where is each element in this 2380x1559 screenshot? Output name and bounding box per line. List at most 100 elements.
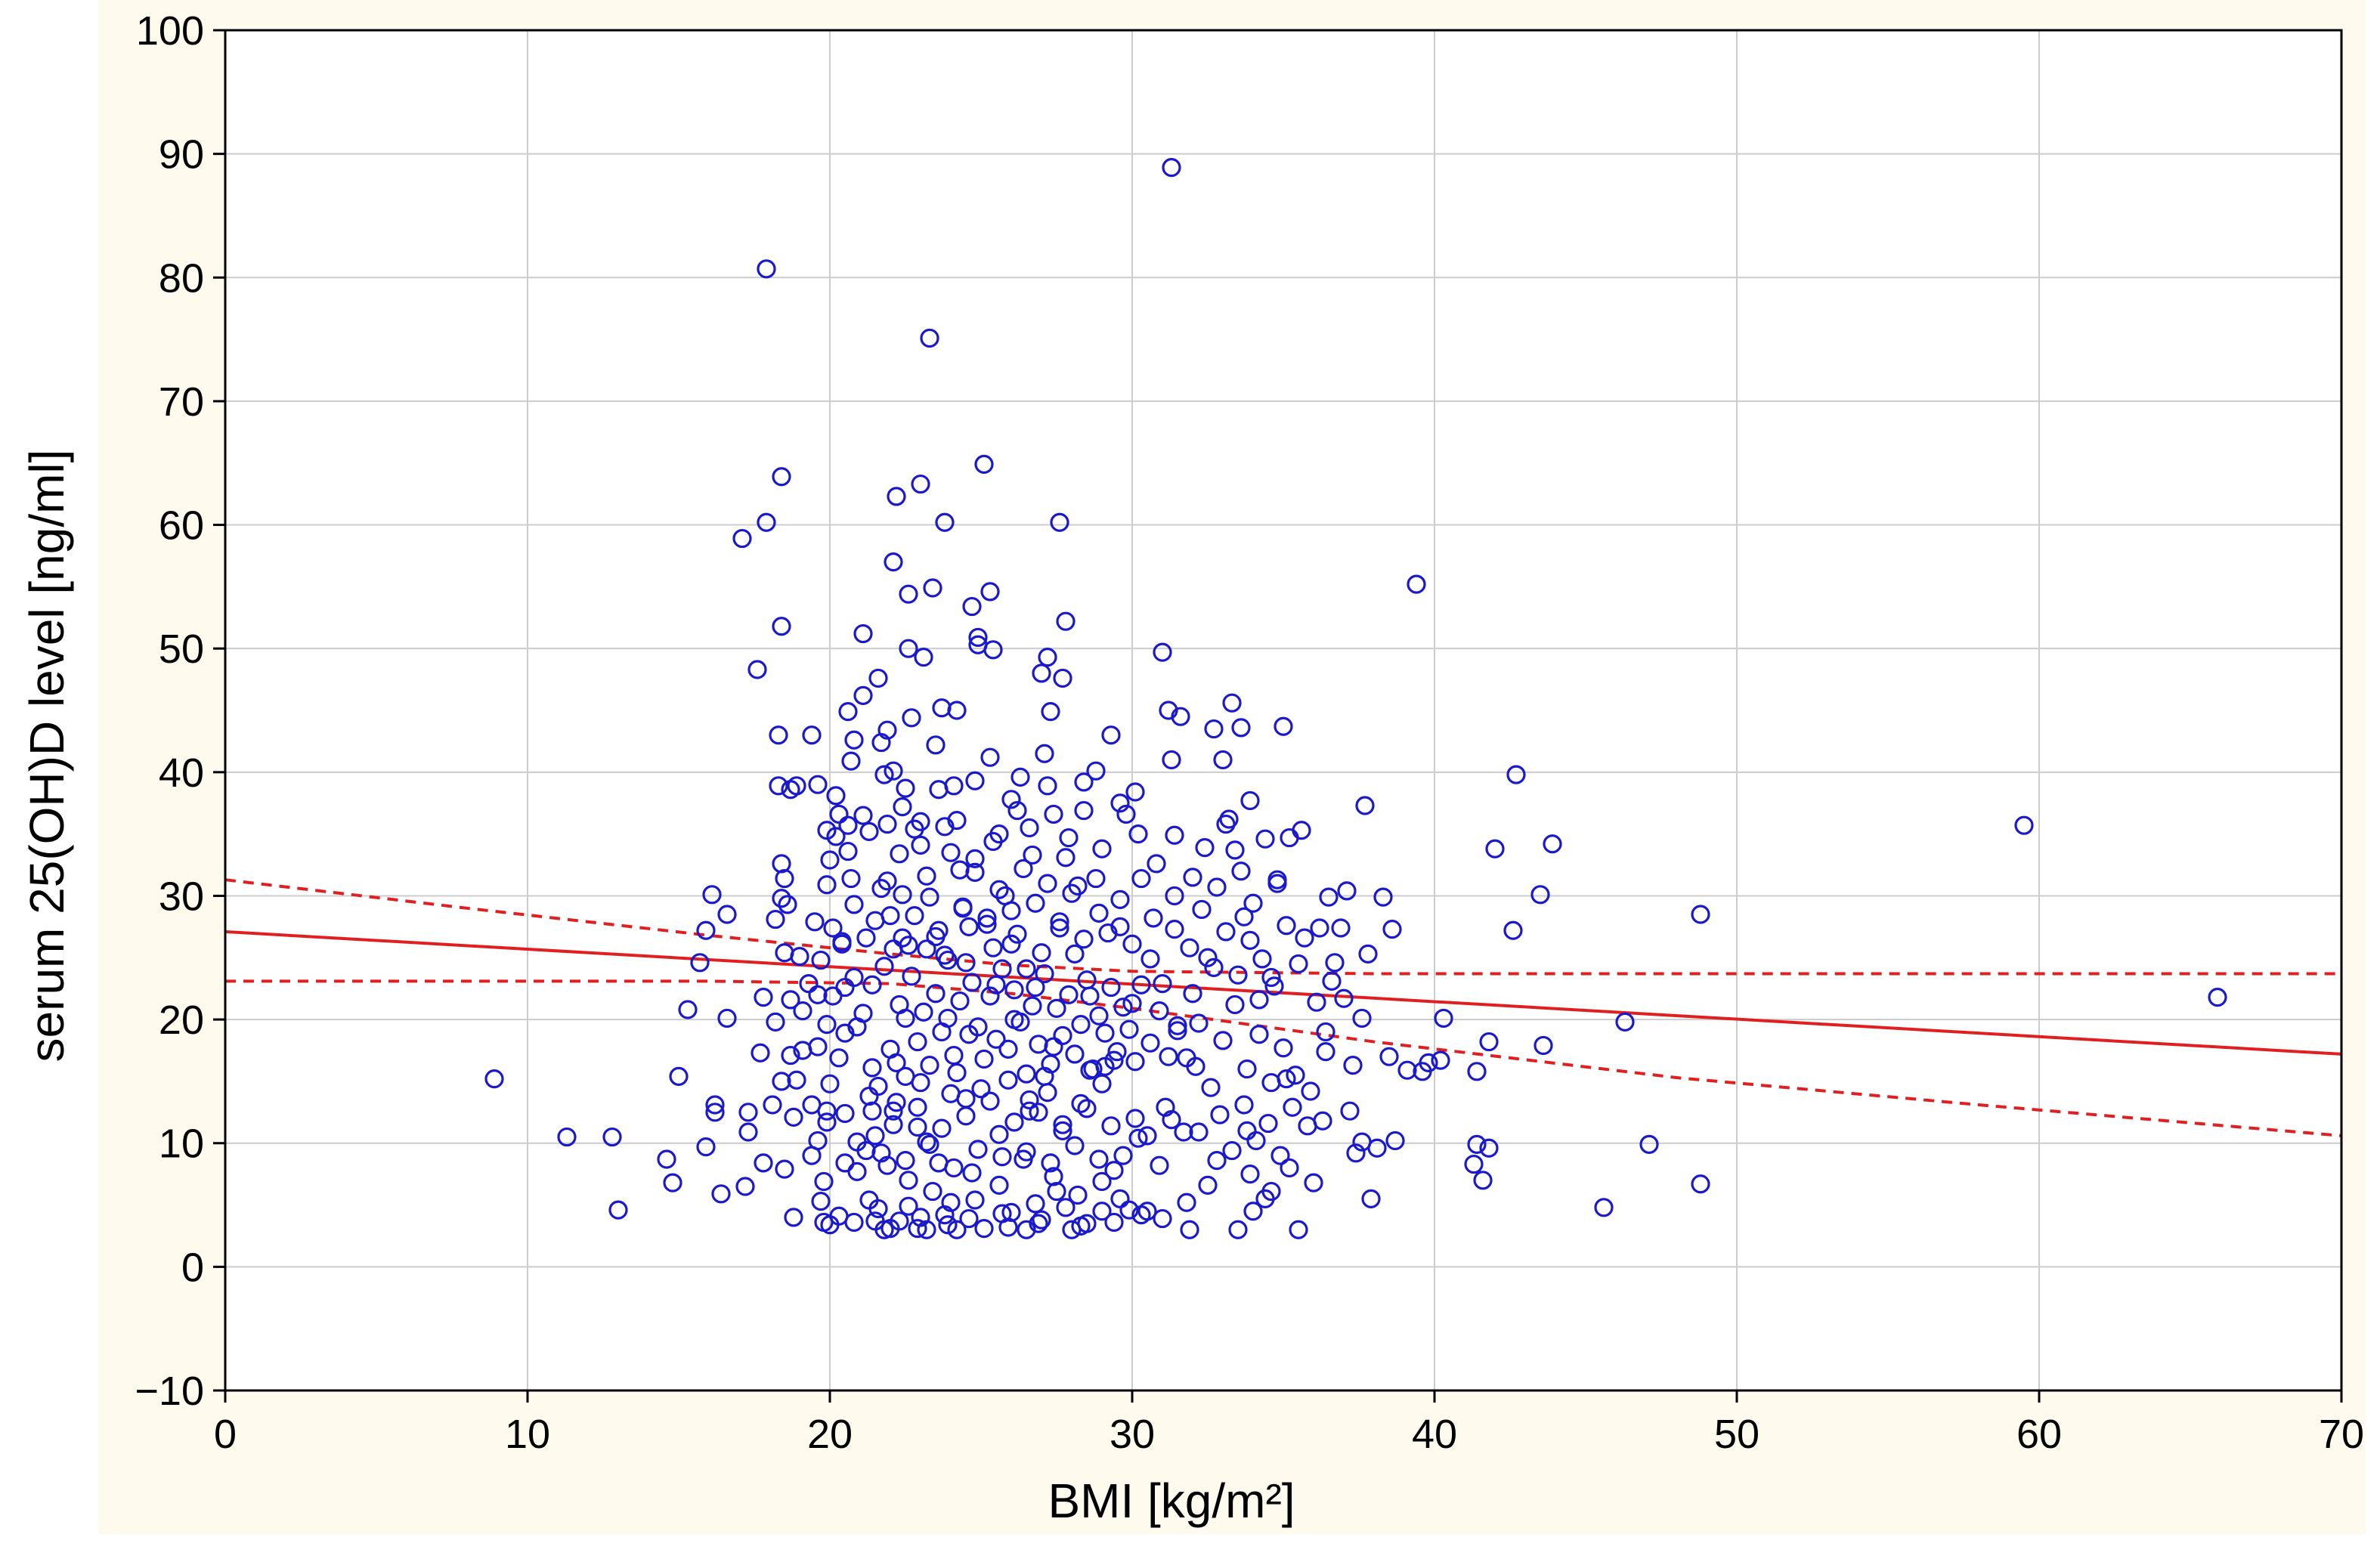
data-point [977, 908, 997, 928]
data-point [766, 909, 785, 930]
data-point [763, 1095, 782, 1115]
data-point [1065, 1136, 1085, 1155]
data-point [757, 512, 776, 532]
data-point [1017, 1064, 1036, 1084]
data-point [911, 812, 930, 831]
data-point [1261, 967, 1281, 988]
data-point [1331, 918, 1351, 938]
data-point [1071, 1015, 1091, 1035]
data-point [817, 1112, 837, 1132]
data-point [814, 1171, 834, 1192]
data-point [1261, 1072, 1281, 1093]
data-point [754, 1153, 773, 1173]
data-point [926, 984, 946, 1004]
data-point [1231, 861, 1251, 881]
data-point [1485, 839, 1505, 858]
data-point [998, 1070, 1018, 1090]
y-tick-label: 30 [159, 874, 204, 919]
y-axis-title: serum 25(OH)D level [ng/ml] [20, 450, 74, 1063]
data-point [1274, 716, 1293, 736]
data-point [1020, 1101, 1039, 1121]
data-point [557, 1127, 577, 1147]
data-point [877, 871, 897, 891]
data-point [787, 776, 806, 796]
data-point [1691, 905, 1710, 924]
data-point [1379, 1047, 1399, 1066]
data-point [817, 1015, 837, 1035]
data-point [917, 866, 936, 886]
data-point [947, 1220, 967, 1239]
data-point [1264, 976, 1284, 996]
data-point [1301, 1081, 1320, 1101]
data-point [1050, 512, 1069, 532]
data-point [1038, 648, 1057, 667]
data-point [1319, 887, 1339, 907]
data-point [1361, 1189, 1381, 1208]
data-point [998, 1039, 1018, 1059]
data-point [1017, 1142, 1036, 1162]
data-point [856, 928, 876, 948]
data-point [1407, 574, 1426, 594]
data-point [1171, 707, 1190, 726]
data-point [1026, 977, 1045, 998]
data-point [1131, 975, 1151, 994]
data-point [989, 880, 1009, 899]
data-point [1101, 977, 1121, 998]
data-point [1434, 1008, 1453, 1029]
data-point [914, 648, 933, 667]
data-point [820, 850, 840, 870]
data-point [1270, 1146, 1290, 1165]
data-point [1035, 964, 1054, 984]
data-point [784, 1107, 803, 1127]
data-point [711, 1184, 731, 1204]
data-point [899, 1171, 918, 1190]
data-point [602, 1127, 622, 1147]
data-point [823, 918, 843, 938]
confidence-band-lower [225, 979, 2342, 1137]
data-point [1479, 1138, 1499, 1158]
data-point [1204, 719, 1224, 739]
data-point [1020, 1090, 1039, 1110]
data-point [1007, 800, 1027, 821]
data-point [1125, 782, 1145, 802]
data-point [663, 1173, 682, 1192]
data-point [1150, 1155, 1169, 1175]
data-point [1065, 1044, 1085, 1064]
data-point [862, 1058, 882, 1078]
data-point [808, 775, 828, 794]
data-point [908, 1117, 927, 1137]
data-point [1201, 1078, 1221, 1097]
data-point [968, 627, 988, 648]
data-point [1237, 1059, 1257, 1079]
data-point [1334, 988, 1354, 1008]
data-point [905, 906, 924, 926]
data-point [977, 914, 997, 934]
y-tick-label: 20 [159, 998, 204, 1043]
x-tick-label: 40 [1412, 1412, 1457, 1457]
x-tick-label: 60 [2016, 1412, 2062, 1457]
data-point [669, 1066, 689, 1086]
data-point [1098, 923, 1118, 943]
data-point [1038, 776, 1057, 796]
data-point [1092, 839, 1112, 858]
data-point [1004, 1112, 1024, 1132]
data-point [920, 1134, 939, 1154]
data-point [1261, 1181, 1281, 1202]
data-point [1053, 1121, 1072, 1140]
data-point [1177, 1192, 1196, 1212]
x-tick-label: 30 [1110, 1412, 1155, 1457]
data-point [802, 725, 822, 745]
data-point [881, 1039, 900, 1059]
data-point [853, 623, 873, 644]
data-point [844, 1212, 864, 1233]
data-point [823, 986, 843, 1006]
x-tick-label: 50 [1714, 1412, 1759, 1457]
data-point [1222, 1140, 1242, 1161]
data-point [2014, 815, 2034, 835]
data-point [899, 1196, 918, 1216]
data-point [1594, 1198, 1614, 1217]
plot-area [225, 30, 2341, 1390]
y-tick-label: 70 [159, 379, 204, 425]
data-point [1479, 1032, 1499, 1052]
